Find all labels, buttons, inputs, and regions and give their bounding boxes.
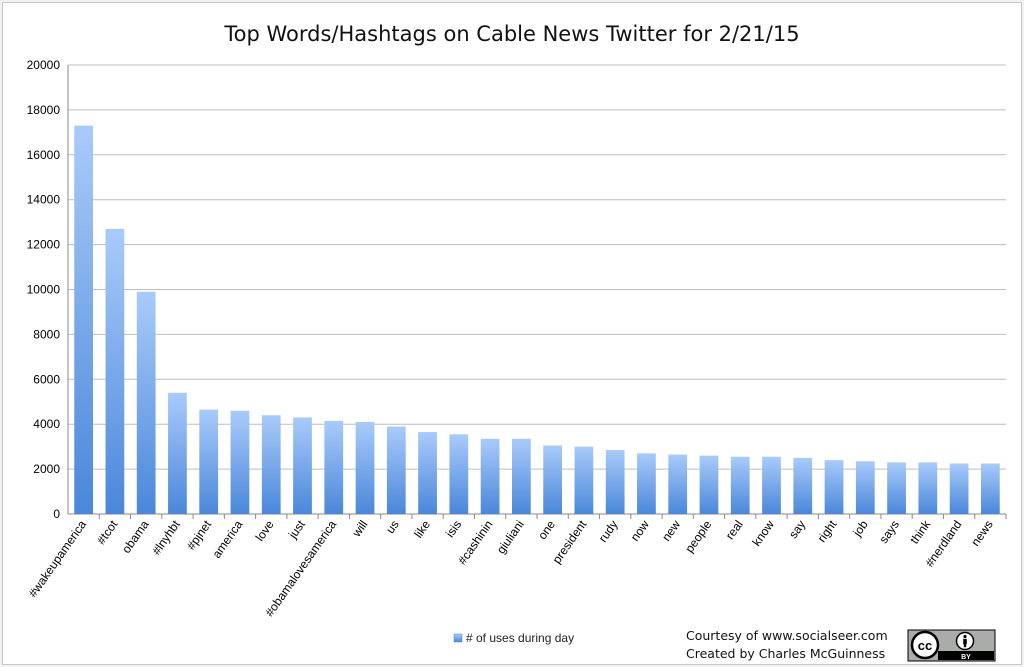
bar [918,462,938,514]
x-tick-label: rudy [596,518,621,545]
x-tick-label: just [285,517,308,542]
bar [980,463,1000,514]
y-tick-label: 20000 [27,58,61,72]
bar [199,409,219,514]
x-tick-label: #tcot [94,517,121,547]
x-tick-label: #pjnet [184,517,215,552]
x-tick-label: new [659,517,683,543]
x-tick-label: now [628,517,652,543]
cc-by-license-badge: cc BY [907,629,996,662]
bar-chart: Top Words/Hashtags on Cable News Twitter… [26,22,1007,662]
bar [418,432,437,514]
x-tick-label: #wakeupamerica [26,517,90,600]
x-tick-label: says [876,518,902,546]
x-tick-label: job [850,517,871,539]
x-tick-label: right [815,517,840,545]
bar [793,457,813,514]
x-tick-label: love [253,517,277,543]
credit-line-2: Created by Charles McGuinness [686,646,885,661]
bar [511,438,531,514]
x-tick-label: obama [119,517,152,555]
y-tick-label: 10000 [27,283,61,297]
axes [67,65,1007,519]
chart-title: Top Words/Hashtags on Cable News Twitter… [223,22,799,46]
bar [887,462,906,514]
bar [824,460,844,514]
x-tick-label: isis [443,518,464,540]
bar [261,415,281,514]
credits: Courtesy of www.socialseer.com Created b… [686,628,888,661]
legend-label: # of uses during day [466,631,574,645]
bar [449,434,469,514]
x-tick-label: news [968,518,996,549]
y-tick-label: 0 [53,507,60,521]
cc-icon-label: cc [918,638,932,653]
y-tick-label: 2000 [33,462,60,476]
bar [168,392,187,514]
bars [74,125,1000,515]
x-tick-label: people [682,517,714,555]
y-tick-label: 8000 [33,327,60,341]
bar [762,456,781,514]
cc-icon [910,630,940,660]
credit-line-1: Courtesy of www.socialseer.com [686,628,888,643]
x-tick-label: like [411,517,433,540]
x-tick-label: america [209,517,245,560]
x-tick-label: #lnyhbt [149,517,183,557]
gridlines [68,64,1006,470]
bar [355,421,375,514]
bar [949,463,969,514]
x-tick-label: us [383,518,402,536]
y-tick-label: 4000 [33,417,60,431]
bar [230,410,250,514]
bar [324,420,344,514]
bar [605,450,625,514]
bar [480,438,500,514]
bar [543,445,563,514]
x-tick-label: one [535,517,558,542]
attribution-person-icon [955,631,975,651]
bar [386,426,406,514]
x-tick-label: know [749,517,777,548]
bar [74,125,94,515]
y-tick-label: 6000 [33,372,60,386]
bar [105,228,125,514]
x-tick-label: think [907,517,934,547]
bar [293,417,312,514]
y-tick-label: 18000 [27,103,61,117]
x-tick-label: giuliani [494,518,527,557]
x-tick-label: say [786,518,808,541]
legend-swatch [453,633,463,643]
y-tick-label: 12000 [27,238,61,252]
legend: # of uses during day [453,631,574,645]
bar [637,453,656,514]
bar [574,446,594,514]
bar [136,291,156,514]
bar [668,454,688,514]
y-tick-label: 16000 [27,148,61,162]
y-tick-label: 14000 [27,193,61,207]
y-tick-labels: 0 2000 4000 6000 8000 10000 12000 14000 16000 180… [27,58,61,521]
bar [855,461,875,514]
by-label: BY [961,654,971,661]
bar [730,456,750,514]
x-tick-label: will [349,518,371,541]
x-tick-label: real [723,518,746,542]
bar [699,455,719,514]
